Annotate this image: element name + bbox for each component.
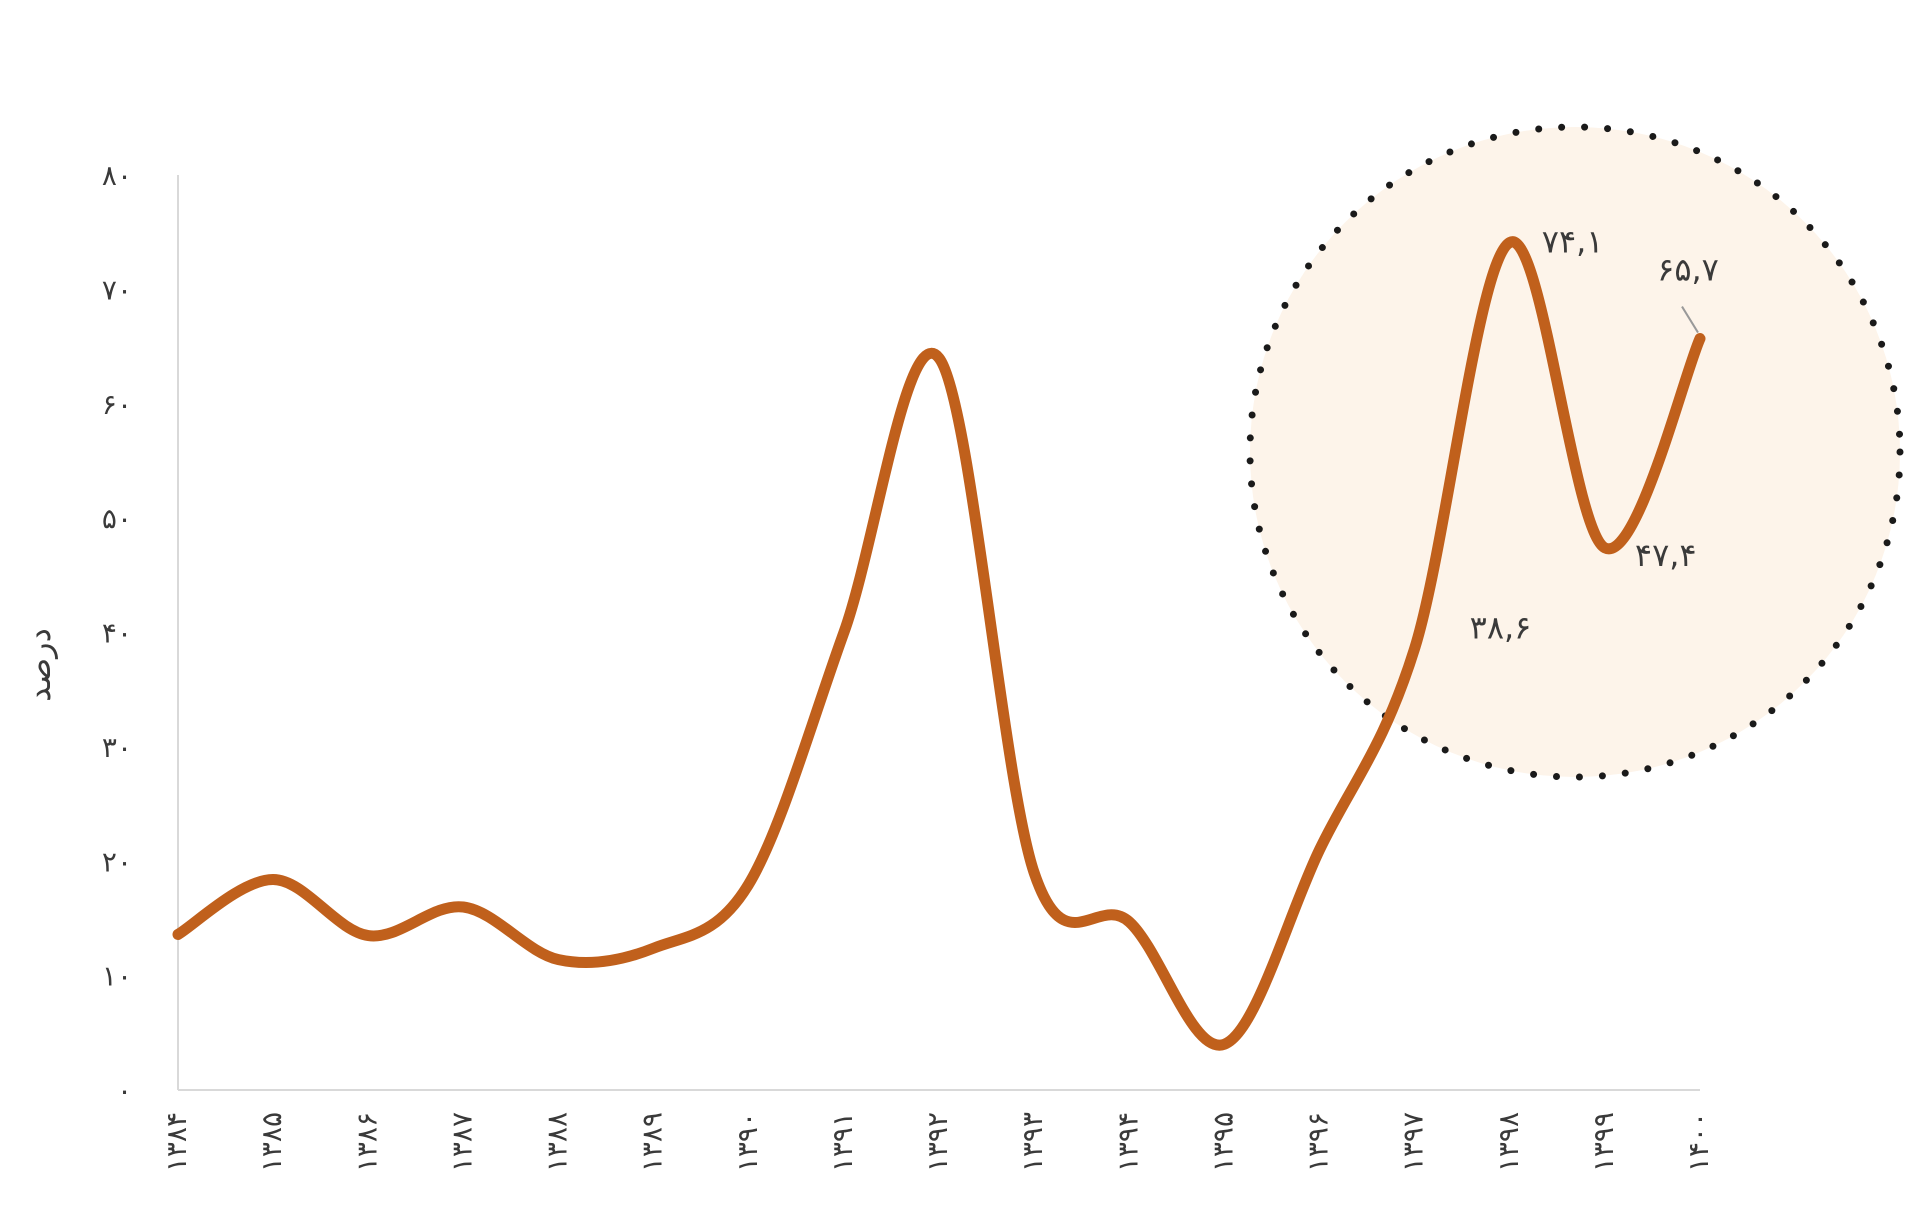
data-label: ۳۸,۶ [1470, 609, 1532, 647]
x-tick-label: ۱۳۹۲ [921, 1112, 954, 1172]
x-tick-label: ۱۳۹۹ [1587, 1112, 1620, 1172]
y-tick-label: ۳۰ [102, 731, 132, 764]
y-tick-label: ۱۰ [102, 960, 132, 993]
x-tick-label: ۱۳۹۱ [826, 1112, 859, 1172]
y-tick-label: ۶۰ [102, 388, 132, 421]
y-tick-label: ۴۰ [102, 617, 132, 650]
x-tick-label: ۱۳۹۵ [1206, 1112, 1239, 1172]
y-tick-label: ۸۰ [102, 159, 132, 192]
x-tick-labels: ۱۳۸۴ ۱۳۸۵ ۱۳۸۶ ۱۳۸۷ ۱۳۸۸ ۱۳۸۹ ۱۳۹۰ ۱۳۹۱ ۱۳۹۲ ۱۳۹۳… [160, 1112, 1715, 1172]
y-tick-label: ۵۰ [102, 502, 132, 535]
x-tick-label: ۱۳۸۷ [445, 1112, 478, 1172]
x-tick-label: ۱۳۹۳ [1016, 1112, 1049, 1172]
x-tick-label: ۱۳۸۹ [636, 1112, 669, 1172]
x-tick-label: ۱۳۹۷ [1397, 1112, 1430, 1172]
x-tick-label: ۱۳۸۴ [160, 1112, 193, 1172]
y-tick-labels: ۰ ۱۰ ۲۰ ۳۰ ۴۰ ۵۰ ۶۰ ۷۰ ۸۰ [102, 159, 132, 1107]
data-labels: ۳۸,۶ ۷۴,۱ ۴۷,۴ ۶۵,۷ [1470, 222, 1719, 646]
x-tick-label: ۱۳۹۴ [1111, 1112, 1144, 1172]
y-axis-label: درصد [20, 628, 58, 702]
x-tick-label: ۱۴۰۰ [1682, 1112, 1715, 1172]
label-leader-line [1681, 306, 1699, 334]
data-label: ۶۵,۷ [1657, 251, 1719, 289]
x-tick-label: ۱۳۹۰ [731, 1112, 764, 1172]
y-tick-label: ۲۰ [102, 845, 132, 878]
data-label: ۴۷,۴ [1635, 536, 1697, 574]
x-tick-label: ۱۳۸۸ [541, 1112, 574, 1172]
data-label: ۷۴,۱ [1542, 222, 1604, 260]
leader-line [1681, 306, 1699, 334]
x-tick-label: ۱۳۹۸ [1492, 1112, 1525, 1172]
x-tick-label: ۱۳۹۶ [1302, 1112, 1335, 1172]
y-tick-label: ۰ [117, 1074, 132, 1107]
x-tick-label: ۱۳۸۵ [255, 1112, 288, 1172]
x-tick-label: ۱۳۸۶ [350, 1112, 383, 1172]
y-tick-label: ۷۰ [102, 273, 132, 306]
series-line [172, 236, 1706, 1051]
